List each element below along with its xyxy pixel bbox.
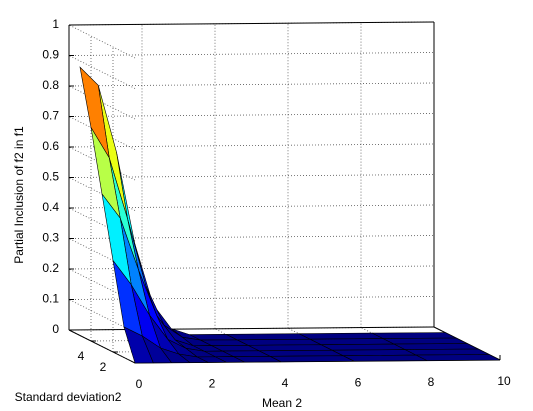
grid-line xyxy=(68,204,435,209)
surface-patch xyxy=(247,344,333,352)
surface-patch xyxy=(123,326,154,364)
z-tick-label: 0.4 xyxy=(42,200,59,214)
x-tick-label: 6 xyxy=(355,375,362,389)
surface-patch xyxy=(331,349,417,357)
surface-patch xyxy=(342,354,428,362)
x-tick-label: 10 xyxy=(497,374,511,388)
z-tick-label: 0.7 xyxy=(42,109,59,123)
surface-patch xyxy=(382,337,468,345)
z-tick-label: 0.8 xyxy=(42,78,59,92)
surface-patch xyxy=(320,343,406,351)
z-tick-label: 0.5 xyxy=(42,170,59,184)
surface-patch xyxy=(225,333,311,341)
surface-patch xyxy=(404,348,490,356)
surface-patch xyxy=(258,349,344,357)
axis-line xyxy=(68,326,435,331)
surface-patch xyxy=(393,343,479,350)
axis-line xyxy=(68,21,435,26)
x-axis-label: Mean 2 xyxy=(262,396,302,410)
axis-line xyxy=(68,329,136,364)
grid-line xyxy=(68,143,435,148)
x-tick-label: 2 xyxy=(209,377,216,391)
x-tick-label: 8 xyxy=(428,375,435,389)
z-tick-label: 1 xyxy=(52,17,59,31)
y-tick-label: 2 xyxy=(100,360,107,374)
y-axis-label: Standard deviation2 xyxy=(15,390,122,404)
grid-line xyxy=(68,24,136,59)
grid-line xyxy=(68,174,435,178)
surface-patch xyxy=(309,338,395,346)
surface-patch xyxy=(371,332,457,339)
z-tick-label: 0.6 xyxy=(42,139,59,153)
y-tick-label: 4 xyxy=(78,349,85,363)
z-tick-label: 0 xyxy=(52,322,59,336)
surface-patch xyxy=(415,354,501,361)
z-tick-label: 0.9 xyxy=(42,48,59,62)
grid-line xyxy=(68,113,435,117)
x-tick-label: 0 xyxy=(136,377,143,391)
surface-patch xyxy=(269,355,355,363)
grid-line xyxy=(68,82,435,87)
surface-patch xyxy=(298,332,384,340)
grid-line xyxy=(68,55,136,89)
z-axis-label: Partial Inclusion of f2 in f1 xyxy=(12,126,26,264)
z-tick-label: 0.2 xyxy=(42,261,59,275)
surface-patch xyxy=(236,338,322,346)
z-tick-label: 0.1 xyxy=(42,292,59,306)
z-tick-label: 0.3 xyxy=(42,231,59,245)
grid-line xyxy=(68,52,435,56)
x-tick-label: 4 xyxy=(282,376,289,390)
